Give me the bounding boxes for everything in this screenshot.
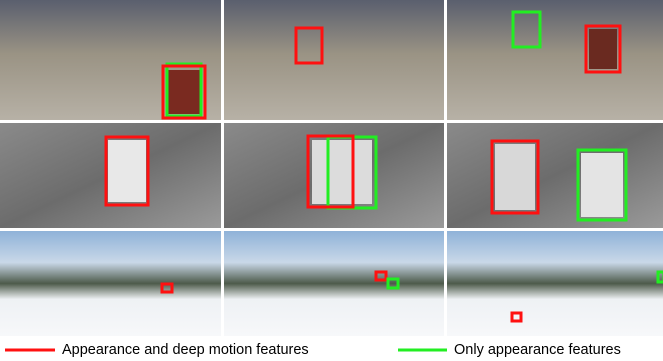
image [224, 231, 444, 336]
object [108, 140, 146, 202]
image-grid [0, 0, 663, 336]
legend-label: Only appearance features [454, 342, 621, 358]
image [0, 231, 221, 336]
image [447, 123, 663, 228]
object [312, 140, 372, 204]
object [495, 144, 535, 210]
object [581, 153, 623, 217]
legend-label: Appearance and deep motion features [62, 342, 309, 358]
object [589, 29, 617, 69]
image [447, 231, 663, 336]
figure: Appearance and deep motion features Only… [0, 0, 663, 361]
object [168, 70, 200, 114]
image [224, 0, 444, 120]
legend: Appearance and deep motion features Only… [5, 342, 621, 358]
image [447, 0, 663, 120]
